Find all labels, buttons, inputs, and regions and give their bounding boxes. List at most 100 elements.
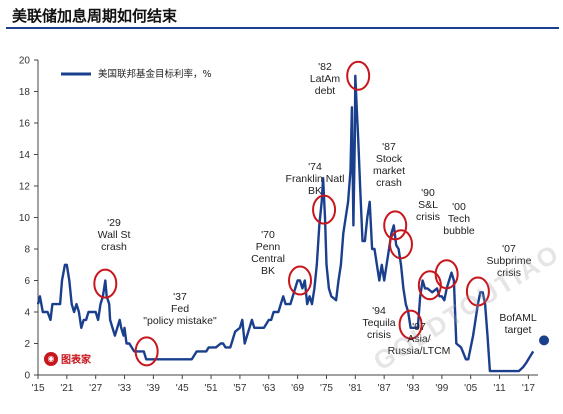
title-divider [6,27,559,29]
annotation-label: Central [251,253,285,265]
annotation-circle [288,265,313,296]
logo-mark-icon: ◉ [44,351,58,366]
x-tick-label: '87 [378,383,391,394]
annotation-label: BK [261,265,275,277]
x-tick-label: '33 [118,383,131,394]
annotation-label: crisis [416,211,440,223]
annotation-label: Stock [376,153,403,165]
annotation-label: '37 [173,291,187,303]
annotation-label: S&L [418,199,438,211]
annotation-circle [93,268,118,299]
y-tick-label: 10 [19,213,31,224]
fed-funds-rate-line [36,74,535,373]
y-tick-label: 14 [19,150,31,161]
y-tick-label: 20 [19,56,31,67]
annotation-label: LatAm [310,73,341,85]
x-tick-label: '39 [147,383,160,394]
annotation-label: '87 [382,141,396,153]
annotation-circle [383,210,408,241]
x-tick-label: '51 [205,383,218,394]
annotation-label: '90 [421,187,435,199]
y-tick-label: 12 [19,182,31,193]
x-tick-label: '21 [60,383,73,394]
annotation-label: bubble [443,225,475,237]
annotation-label: crash [101,241,127,253]
x-tick-label: '45 [176,383,189,394]
annotation-circle [434,259,459,290]
x-tick-label: '63 [262,383,275,394]
annotation-label: '07 [502,243,516,255]
annotation-label: crash [376,177,402,189]
y-tick-label: 2 [24,339,30,350]
x-tick-label: '81 [349,383,362,394]
annotation-label: '97 [412,321,426,333]
y-tick-label: 16 [19,119,31,130]
x-tick-label: '93 [406,383,419,394]
chart-title: 美联储加息周期如何结束 [12,7,178,25]
x-tick-label: '75 [320,383,333,394]
y-tick-label: 4 [24,308,30,319]
annotation-circle [388,229,413,260]
x-tick-label: '69 [291,383,304,394]
x-tick-label: '11 [493,383,506,394]
annotation-label: Wall St [98,229,131,241]
y-tick-label: 8 [24,245,30,256]
annotation-label: Russia/LTCM [388,345,451,357]
series-layer [36,74,535,373]
annotation-label: Tequila [362,317,395,329]
annotation-label: BK [308,185,322,197]
annotation-circle [134,336,159,367]
y-tick-label: 18 [19,87,31,98]
annotation-label: Fed [171,303,189,315]
annotation-circle [312,194,337,225]
annotation-label: BofAML [499,312,537,324]
annotation-label: '70 [261,229,275,241]
y-tick-label: 6 [24,276,30,287]
axes-layer: 0 2 4 6 8 10 12 14 16 18 20 '15 '21 '27 '33 '39 '45 '51 '5… [19,56,538,394]
annotation-label: Tech [448,213,470,225]
legend: 美国联邦基金目标利率，% [61,68,212,80]
chart-logo: ◉ 图表家 [44,351,91,366]
annotation-label: "policy mistake" [143,315,217,327]
annotation-label: target [505,324,532,336]
logo-text: 图表家 [61,355,91,366]
annotation-label: '00 [452,201,466,213]
annotation-label: crisis [497,267,521,279]
x-tick-label: '05 [464,383,477,394]
x-tick-label: '57 [233,383,246,394]
target-point [539,335,550,346]
annotation-circle [398,309,423,340]
x-tick-label: '15 [31,383,44,394]
x-tick-label: '99 [435,383,448,394]
annotation-label: debt [315,85,336,97]
annotation-label: crisis [367,329,391,341]
annotation-label: market [373,165,405,177]
annotation-label: Penn [256,241,281,253]
legend-label: 美国联邦基金目标利率，% [98,68,212,80]
annotation-circle [465,276,490,307]
annotation-label: Subprime [487,255,532,267]
annotation-label: '74 [308,161,322,173]
x-tick-label: '17 [522,383,535,394]
y-tick-label: 0 [24,371,30,382]
annotation-label: '29 [107,217,121,229]
annotation-circle [346,60,371,91]
annotation-label: '94 [372,305,386,317]
x-tick-label: '27 [89,383,102,394]
annotation-label: '82 [318,61,332,73]
annotation-label: Franklin Natl [286,173,345,185]
